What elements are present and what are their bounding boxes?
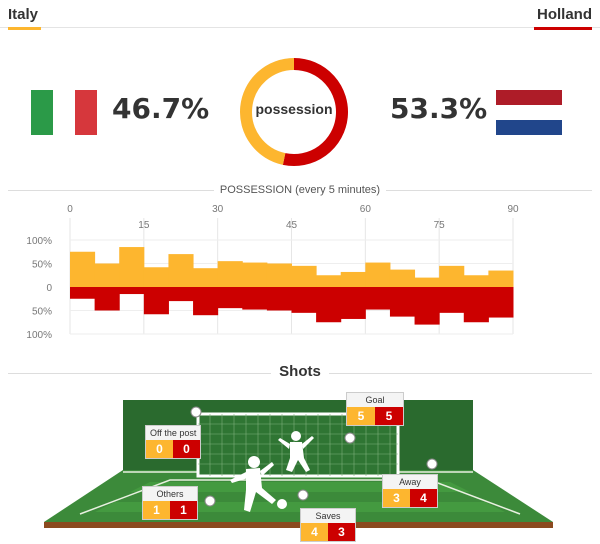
y-tick-label: 50% [32,260,52,271]
saves-away: 3 [328,523,355,541]
others-away: 1 [170,501,197,519]
italy-bar [365,262,391,287]
italy-bar [70,251,96,287]
italy-bar [143,267,169,287]
donut-label: possession [255,101,333,117]
italy-bar [439,265,465,287]
possession-chart: 0 30 60 90 15 45 75 100% 50% 0 50% 100% [26,204,519,341]
holland-bar [70,287,96,299]
x-tick-label: 15 [138,220,150,231]
off-the-post-home: 0 [146,440,173,458]
saves-home: 4 [301,523,328,541]
holland-bar [119,287,145,295]
home-possession-value: 46.7% [112,92,210,125]
striker-icon [230,456,287,512]
italy-bar [316,275,342,287]
italy-bar [414,277,440,287]
holland-bar [316,287,342,323]
italy-bar [242,262,268,287]
x-tick-label: 45 [286,220,298,231]
x-tick-label: 60 [360,204,372,215]
italy-bar [119,247,145,287]
holland-bar [217,287,243,309]
others-label: Others [143,487,197,501]
home-team-underline [8,27,41,30]
donut-away-segment [282,58,348,166]
x-tick-label: 75 [434,220,446,231]
italy-bar [389,269,416,287]
italy-bar [94,263,120,287]
holland-flag-icon [496,90,562,135]
goal-stat: Goal 5 5 [346,392,404,426]
holland-bar [242,287,268,310]
holland-bar [94,287,120,311]
away-possession-value: 53.3% [390,92,488,125]
off-the-post-label: Off the post [146,426,200,440]
shot-markers [190,406,438,507]
italy-bar [291,265,317,287]
shots-title: Shots [0,363,600,380]
goal-away: 5 [375,407,403,425]
italy-bar [266,263,292,287]
x-tick-label: 30 [212,204,224,215]
saves-label: Saves [301,509,355,523]
away-shots-away: 4 [410,489,437,507]
holland-bar [389,287,416,317]
away-team-name: Holland [537,6,592,23]
holland-bar [365,287,391,310]
holland-bar [414,287,440,325]
y-tick-label: 50% [32,307,52,318]
italy-flag-icon [31,90,97,135]
saves-stat: Saves 4 3 [300,508,356,542]
y-tick-label: 0 [46,283,52,294]
holland-bar [439,287,465,313]
away-team-underline [534,27,592,30]
holland-bar [193,287,219,316]
holland-bar [266,287,292,311]
away-shots-stat: Away 3 4 [382,474,438,508]
away-shots-label: Away [383,475,437,489]
home-team-name: Italy [8,6,39,23]
italy-bar [488,270,514,287]
holland-bar [168,287,194,302]
holland-bar [340,287,366,319]
others-stat: Others 1 1 [142,486,198,520]
away-shots-home: 3 [383,489,410,507]
y-tick-label: 100% [26,330,52,341]
goal-label: Goal [347,393,403,407]
possession-donut [240,58,348,166]
italy-bar [463,275,489,287]
holland-bar [463,287,489,323]
holland-bar [291,287,317,313]
possession-chart-title: POSSESSION (every 5 minutes) [0,184,600,196]
goalkeeper-icon [278,431,314,472]
x-tick-label: 90 [507,204,519,215]
donut-home-segment [240,58,295,165]
off-the-post-stat: Off the post 0 0 [145,425,201,459]
others-home: 1 [143,501,170,519]
pitch-edge [44,522,553,528]
goal-home: 5 [347,407,375,425]
italy-bar [193,268,219,287]
off-the-post-away: 0 [173,440,200,458]
italy-bar [168,254,194,287]
italy-bar [340,271,366,287]
holland-bar [143,287,169,315]
x-tick-label: 0 [67,204,73,215]
italy-bar [217,261,243,287]
header-divider [0,27,600,28]
holland-bar [488,287,514,318]
y-tick-label: 100% [26,236,52,247]
